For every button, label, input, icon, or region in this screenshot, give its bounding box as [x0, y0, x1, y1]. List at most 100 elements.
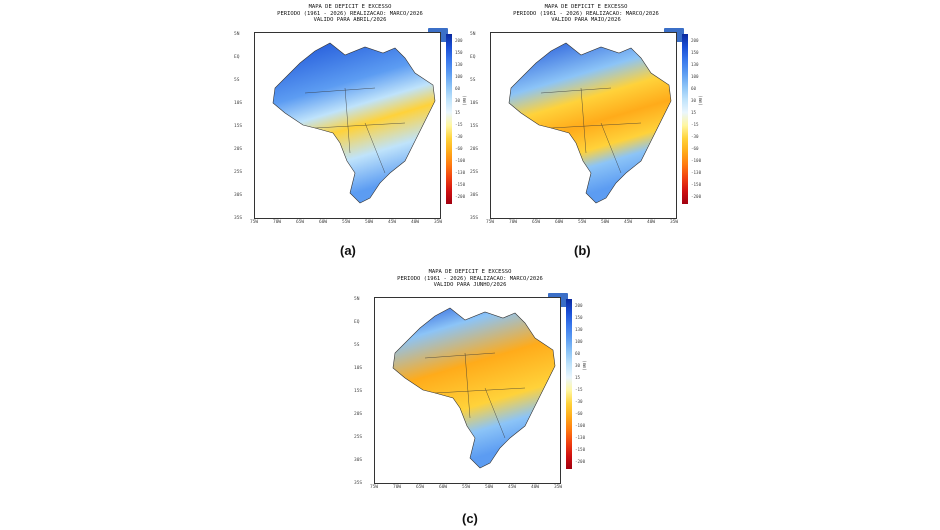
y-tick-label: EQ	[354, 320, 360, 325]
x-tick-label: 70W	[273, 220, 282, 225]
caption-b: (b)	[574, 243, 591, 258]
colorbar-label: 100	[575, 339, 583, 344]
colorbar-label: -130	[691, 170, 702, 175]
colorbar-label: 130	[455, 62, 463, 67]
x-tick-label: 40W	[531, 485, 540, 490]
y-tick-label: 35S	[234, 216, 243, 221]
x-tick-label: 75W	[486, 220, 495, 225]
y-tick-label: 5S	[234, 78, 240, 83]
colorbar-unit: (mm)	[581, 360, 586, 371]
state-borders	[424, 352, 526, 439]
colorbar-label: 15	[691, 110, 697, 115]
title-line: MAPA DE DEFICIT E EXCESSO	[308, 4, 392, 10]
y-tick-label: 25S	[234, 170, 243, 175]
colorbar-label: 150	[691, 50, 699, 55]
x-tick-label: 45W	[624, 220, 633, 225]
colorbar-label: 150	[575, 315, 583, 320]
x-tick-label: 70W	[393, 485, 402, 490]
y-tick-label: 30S	[354, 458, 363, 463]
map-panel-april: MAPA DE DEFICIT E EXCESSO PERIODO (1961 -…	[232, 0, 468, 240]
y-tick-label: 5S	[354, 343, 360, 348]
x-tick-label: 55W	[462, 485, 471, 490]
colorbar	[566, 299, 572, 469]
colorbar	[446, 34, 452, 204]
colorbar-label: -30	[691, 134, 699, 139]
x-tick-label: 60W	[555, 220, 564, 225]
y-tick-label: 20S	[234, 147, 243, 152]
brazil-outline	[508, 42, 672, 204]
colorbar-label: 30	[575, 363, 581, 368]
y-tick-label: 15S	[470, 124, 479, 129]
title-line: MAPA DE DEFICIT E EXCESSO	[544, 4, 628, 10]
title-line: MAPA DE DEFICIT E EXCESSO	[428, 269, 512, 275]
brazil-map	[392, 307, 556, 469]
x-tick-label: 65W	[416, 485, 425, 490]
colorbar-label: -130	[575, 435, 586, 440]
colorbar-label: 100	[691, 74, 699, 79]
colorbar-label: 15	[575, 375, 581, 380]
colorbar-label: -200	[691, 194, 702, 199]
brazil-map	[508, 42, 672, 204]
x-tick-label: 65W	[296, 220, 305, 225]
y-tick-label: 10S	[354, 366, 363, 371]
map-title: MAPA DE DEFICIT E EXCESSO PERIODO (1961 -…	[352, 269, 588, 289]
colorbar-label: -60	[455, 146, 463, 151]
colorbar-label: 60	[575, 351, 581, 356]
y-tick-label: 5N	[470, 32, 476, 37]
colorbar-label: 130	[575, 327, 583, 332]
colorbar-label: -15	[691, 122, 699, 127]
y-tick-label: 5N	[234, 32, 240, 37]
x-tick-label: 45W	[508, 485, 517, 490]
y-tick-label: 30S	[470, 193, 479, 198]
colorbar-label: 130	[691, 62, 699, 67]
colorbar-label: 200	[575, 303, 583, 308]
colorbar-label: 30	[455, 98, 461, 103]
colorbar-unit: (mm)	[697, 95, 702, 106]
y-tick-label: 5S	[470, 78, 476, 83]
x-tick-label: 50W	[485, 485, 494, 490]
colorbar-label: 100	[455, 74, 463, 79]
y-tick-label: 25S	[470, 170, 479, 175]
x-tick-label: 60W	[319, 220, 328, 225]
title-line: PERIODO (1961 - 2026) REALIZACAO: MARCO/…	[513, 10, 659, 17]
title-line: PERIODO (1961 - 2026) REALIZACAO: MARCO/…	[277, 10, 423, 17]
y-tick-label: 20S	[354, 412, 363, 417]
title-line: PERIODO (1961 - 2026) REALIZACAO: MARCO/…	[397, 275, 543, 282]
y-tick-label: 5N	[354, 297, 360, 302]
y-tick-label: 35S	[354, 481, 363, 486]
brazil-outline	[392, 307, 556, 469]
colorbar-label: -100	[455, 158, 466, 163]
colorbar-label: 30	[691, 98, 697, 103]
y-tick-label: 10S	[234, 101, 243, 106]
colorbar-label: 150	[455, 50, 463, 55]
colorbar-label: -150	[575, 447, 586, 452]
x-tick-label: 55W	[578, 220, 587, 225]
state-borders	[540, 87, 642, 174]
colorbar-label: -100	[575, 423, 586, 428]
colorbar-label: -200	[575, 459, 586, 464]
x-tick-label: 50W	[601, 220, 610, 225]
map-frame	[490, 32, 677, 219]
caption-a: (a)	[340, 243, 356, 258]
x-tick-label: 45W	[388, 220, 397, 225]
x-tick-label: 40W	[647, 220, 656, 225]
map-title: MAPA DE DEFICIT E EXCESSO PERIODO (1961 -…	[232, 4, 468, 24]
colorbar-label: 200	[691, 38, 699, 43]
colorbar-label: -15	[575, 387, 583, 392]
colorbar-label: -30	[455, 134, 463, 139]
x-tick-label: 75W	[370, 485, 379, 490]
brazil-outline	[272, 42, 436, 204]
y-tick-label: 35S	[470, 216, 479, 221]
title-line: VALIDO PARA JUNHO/2026	[433, 282, 507, 288]
y-tick-label: 15S	[234, 124, 243, 129]
y-tick-label: 20S	[470, 147, 479, 152]
colorbar-label: 200	[455, 38, 463, 43]
state-borders	[304, 87, 406, 174]
map-panel-june: MAPA DE DEFICIT E EXCESSO PERIODO (1961 -…	[352, 265, 588, 505]
colorbar-label: -150	[455, 182, 466, 187]
colorbar-label: -200	[455, 194, 466, 199]
map-frame	[374, 297, 561, 484]
colorbar-label: -130	[455, 170, 466, 175]
caption-c: (c)	[462, 511, 478, 526]
colorbar-unit: (mm)	[461, 95, 466, 106]
